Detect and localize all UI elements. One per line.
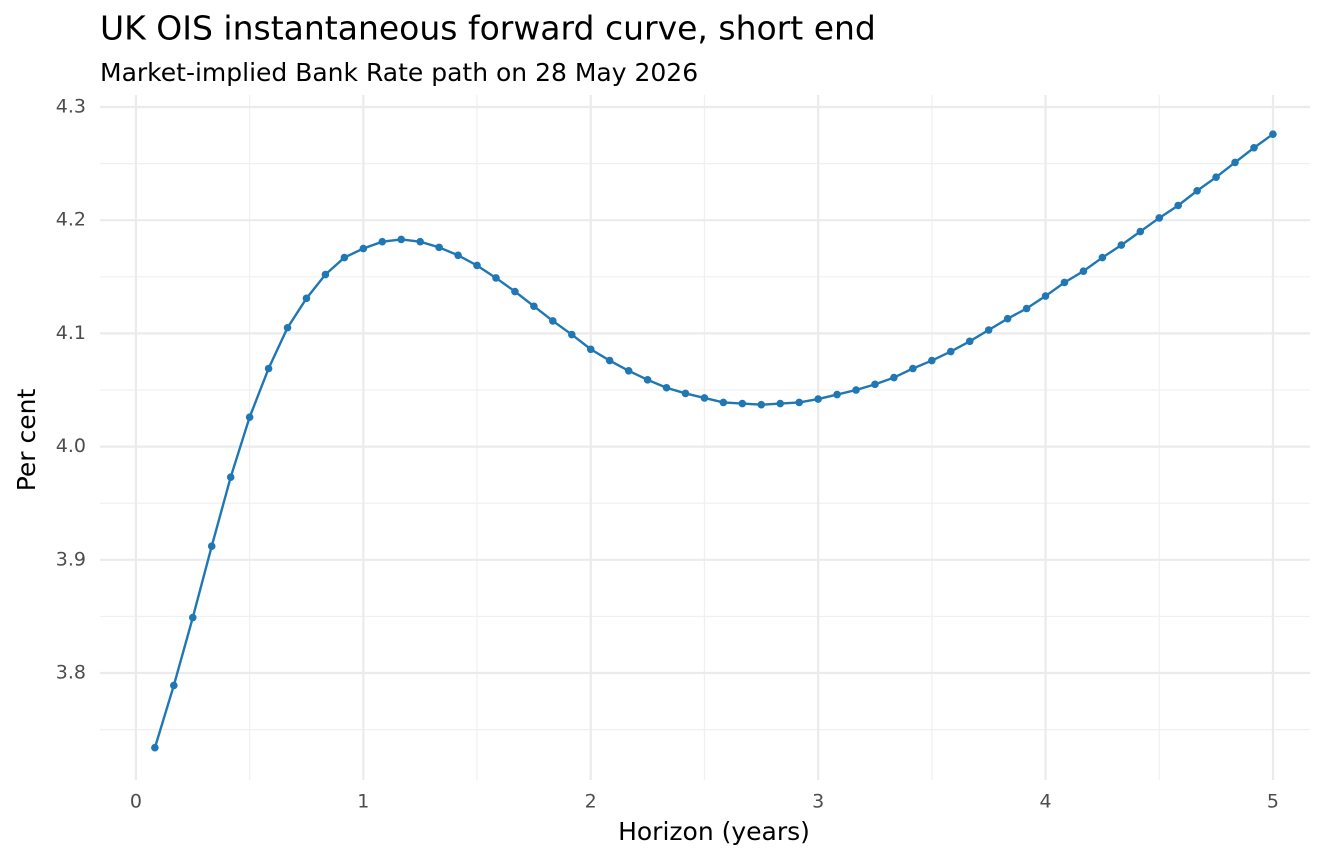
point	[890, 373, 898, 382]
point	[359, 244, 368, 253]
point	[454, 251, 462, 260]
point	[1117, 241, 1126, 249]
point	[871, 380, 879, 389]
point	[605, 356, 614, 365]
point	[530, 302, 538, 311]
point	[624, 366, 633, 375]
point	[264, 364, 273, 373]
point	[1003, 314, 1012, 323]
point	[946, 347, 955, 356]
x-tick-label: 2	[585, 791, 597, 813]
point	[776, 399, 785, 408]
x-tick-label: 0	[130, 791, 142, 813]
point	[1212, 173, 1220, 181]
point	[757, 400, 766, 409]
point	[852, 386, 860, 394]
point	[549, 317, 557, 325]
point	[1022, 304, 1031, 313]
point	[1098, 253, 1107, 262]
point	[435, 243, 443, 252]
point	[662, 383, 671, 392]
line	[153, 133, 1274, 749]
point	[1231, 158, 1239, 167]
point	[1269, 130, 1277, 138]
point	[340, 253, 349, 262]
point	[1193, 186, 1201, 195]
point	[188, 613, 197, 622]
y-tick-label: 4.3	[56, 95, 86, 117]
point	[511, 287, 519, 296]
y-tick-label: 3.9	[56, 548, 86, 570]
point	[586, 345, 595, 354]
point	[567, 330, 576, 339]
point	[1079, 267, 1088, 275]
x-tick-label: 4	[1039, 791, 1051, 813]
point	[378, 237, 387, 246]
point	[1136, 227, 1145, 236]
chart-title: UK OIS instantaneous forward curve, shor…	[100, 9, 876, 48]
point	[738, 399, 747, 408]
point	[170, 681, 178, 690]
point	[492, 274, 500, 282]
point	[207, 542, 216, 551]
point	[397, 235, 406, 244]
chart-subtitle: Market-implied Bank Rate path on 28 May …	[100, 58, 698, 87]
x-tick-label: 3	[812, 791, 824, 813]
y-tick-label: 3.8	[56, 662, 86, 684]
x-axis-label: Horizon (years)	[618, 817, 810, 846]
point	[1155, 214, 1164, 222]
y-tick-label: 4.0	[56, 435, 86, 457]
point	[473, 261, 481, 270]
point	[151, 743, 159, 752]
point	[928, 356, 936, 365]
point	[984, 326, 993, 334]
point	[302, 294, 311, 303]
point	[1041, 292, 1050, 300]
point	[643, 376, 652, 384]
point	[283, 323, 292, 332]
point	[1174, 201, 1182, 210]
point	[1250, 143, 1258, 152]
y-tick-label: 4.2	[56, 209, 86, 231]
y-axis-label: Per cent	[12, 389, 41, 492]
point	[321, 270, 330, 279]
point	[681, 389, 690, 398]
point	[814, 395, 822, 403]
point	[1060, 278, 1069, 287]
point	[245, 413, 254, 421]
point	[226, 473, 235, 481]
point	[719, 398, 728, 407]
point	[909, 364, 917, 373]
point	[700, 394, 709, 402]
x-tick-label: 1	[357, 791, 369, 813]
x-tick-label: 5	[1267, 791, 1279, 813]
point	[833, 390, 841, 399]
point	[795, 398, 803, 407]
y-tick-label: 4.1	[56, 322, 86, 344]
point	[965, 337, 974, 346]
point	[416, 237, 424, 246]
